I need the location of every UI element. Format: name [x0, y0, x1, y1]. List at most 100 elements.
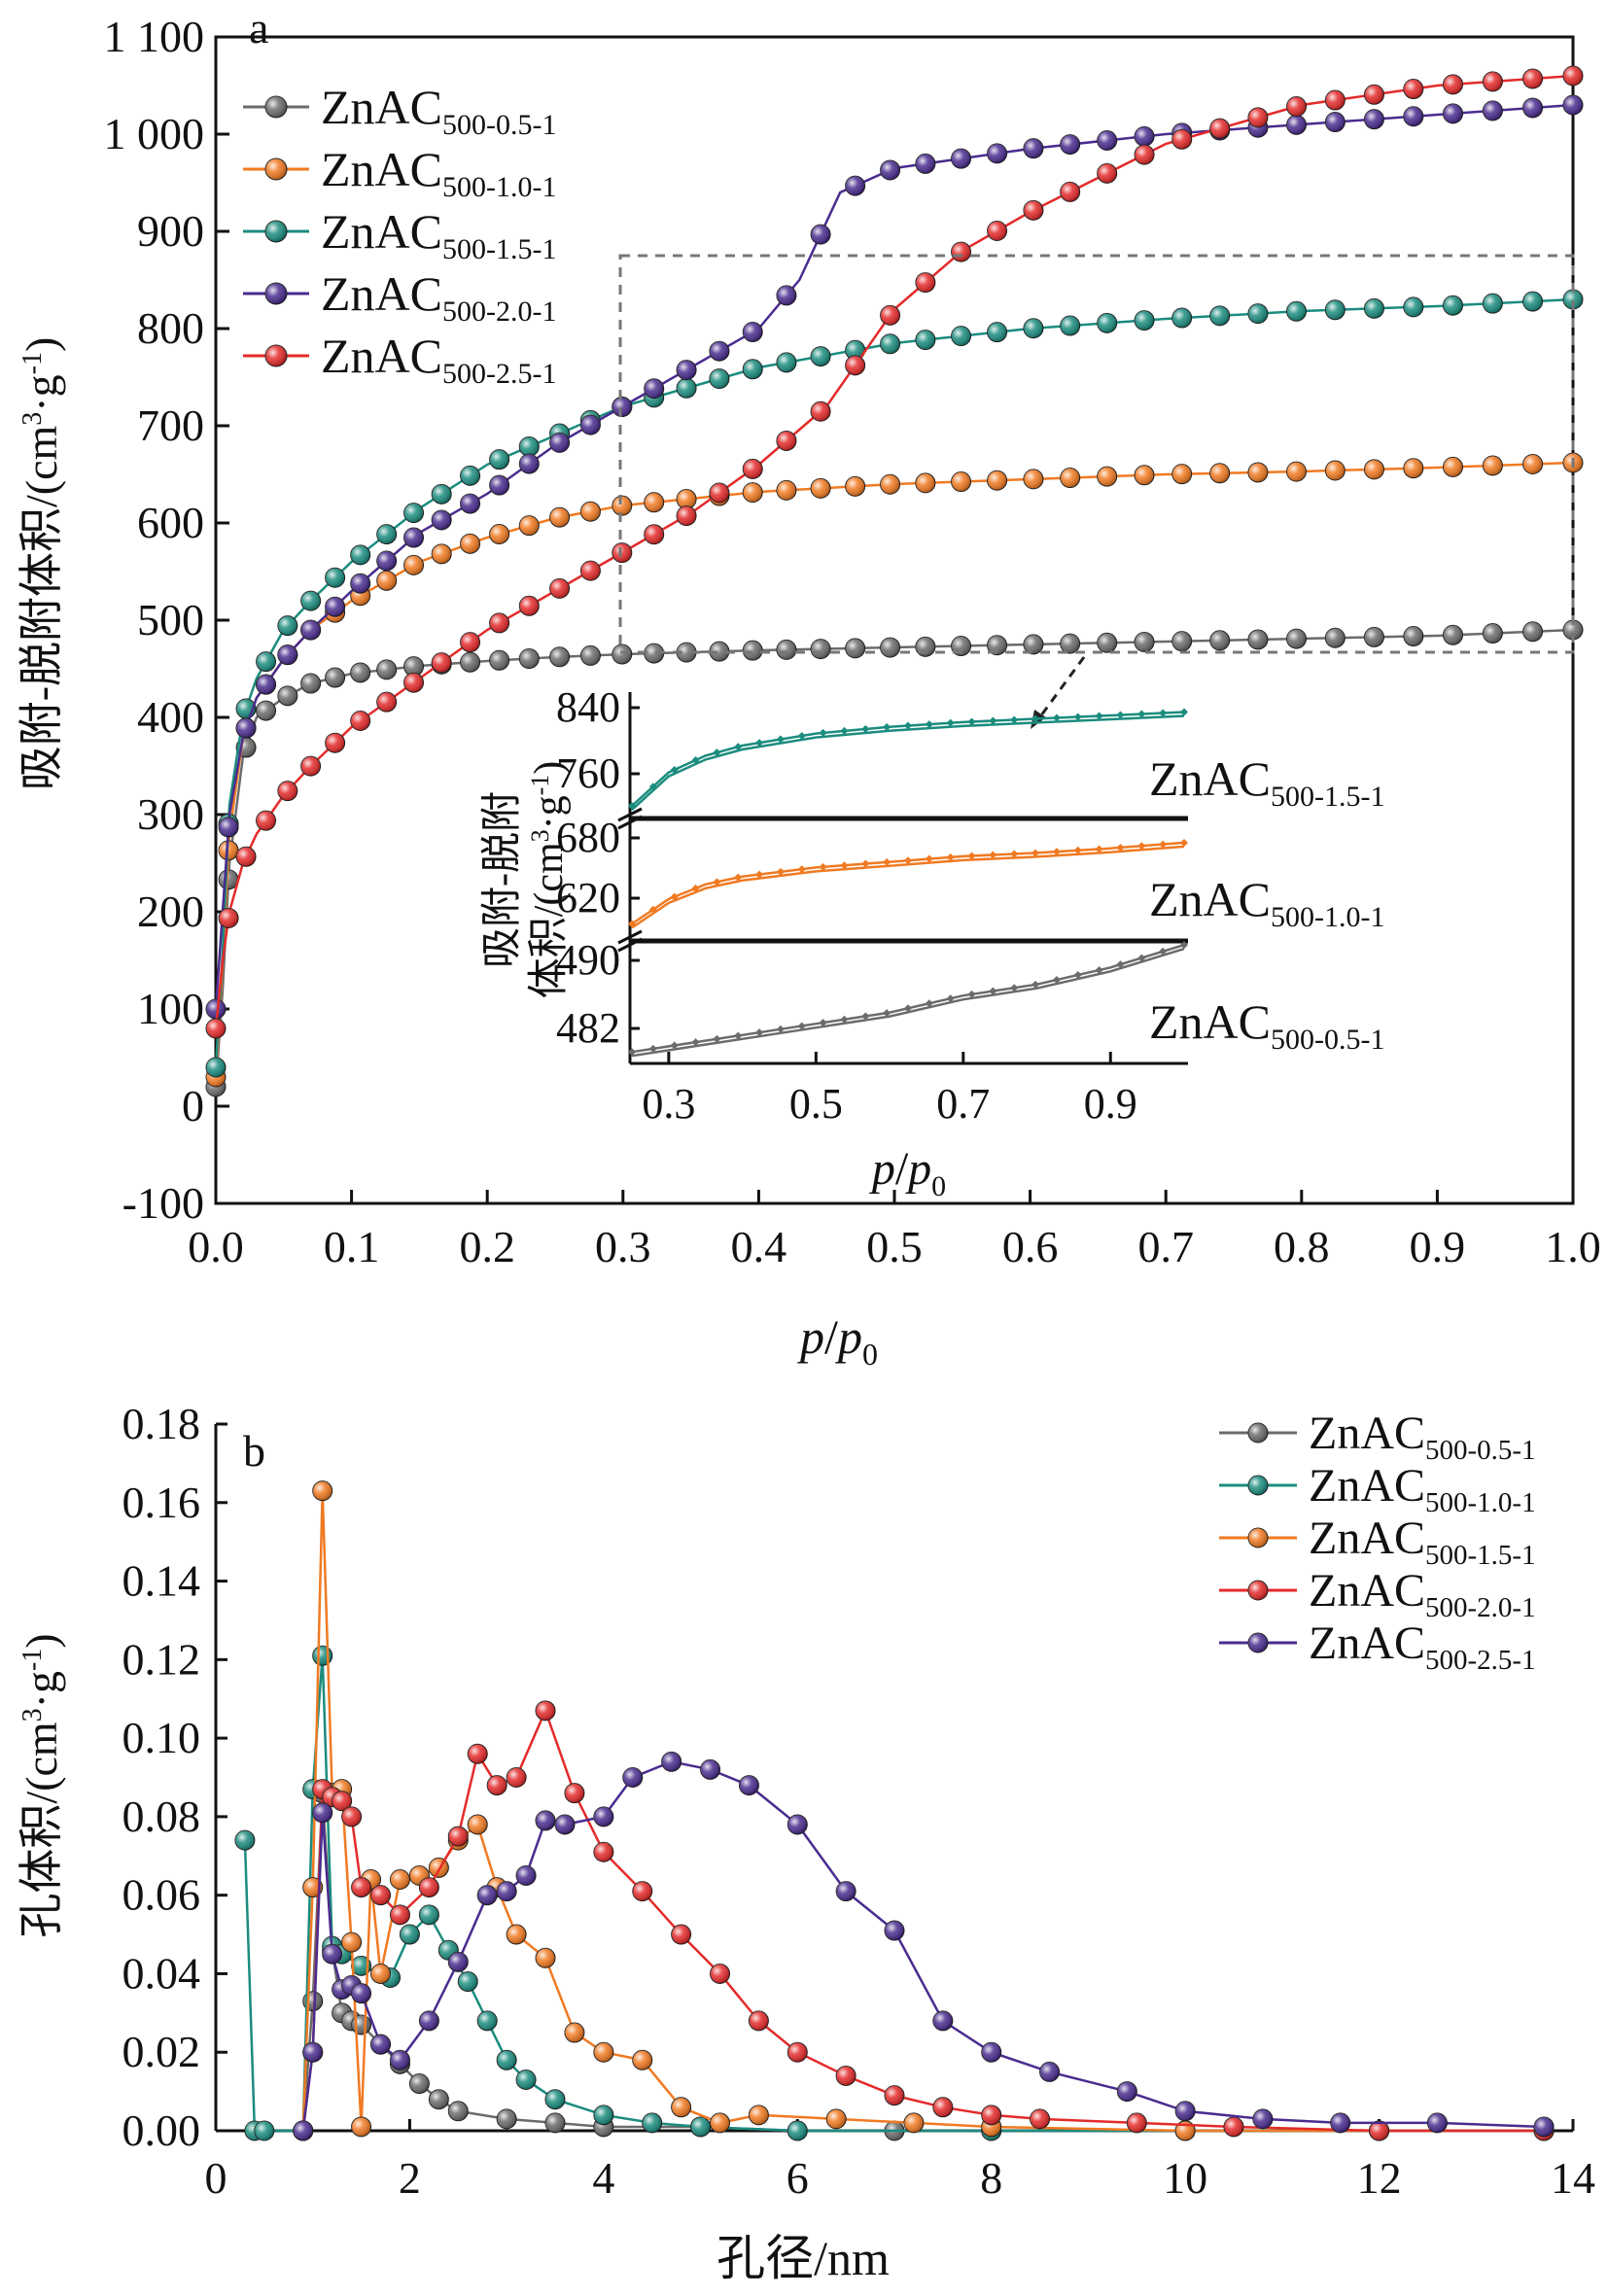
y-tick-label: 1 100 — [104, 12, 205, 61]
y-tick-label: 600 — [137, 498, 204, 547]
y-tick-label: -100 — [122, 1178, 204, 1228]
panel-a-label: a — [249, 3, 268, 52]
inset-point — [840, 1015, 849, 1024]
data-point — [486, 1775, 507, 1796]
x-tick-label: 2 — [399, 2153, 421, 2203]
inset-point — [989, 716, 997, 725]
panel-b-ylabel: 孔体积/(cm3·g-1) — [17, 1633, 66, 1937]
data-point — [742, 322, 763, 343]
legend-entry: ZnAC500-1.0-1 — [1219, 1460, 1536, 1518]
data-point — [776, 639, 797, 660]
data-point — [593, 2105, 614, 2126]
inset-point — [713, 748, 721, 757]
data-point — [428, 1857, 449, 1878]
data-point — [1209, 305, 1231, 327]
inset-point — [713, 878, 721, 887]
axis-break-mark — [617, 937, 643, 953]
x-tick-label: 12 — [1357, 2153, 1402, 2203]
data-point — [1134, 631, 1155, 652]
inset-point — [1137, 954, 1146, 962]
data-point — [642, 2112, 663, 2134]
data-point — [350, 573, 371, 594]
legend-entry: ZnAC500-2.5-1 — [1219, 1618, 1536, 1676]
data-point — [312, 1802, 333, 1824]
data-point — [518, 453, 540, 474]
y-tick-label: 700 — [137, 400, 204, 450]
inset-point — [819, 1019, 827, 1027]
data-point — [370, 1885, 392, 1906]
inset-point — [797, 1022, 806, 1030]
data-point — [1442, 295, 1463, 316]
data-point — [776, 430, 797, 451]
inset-point — [861, 724, 870, 733]
series-ZnAC500-2.0-1 — [293, 1700, 1555, 2141]
panel-a-xlabel: p/p0 — [797, 1309, 878, 1372]
inset-point — [967, 717, 976, 726]
inset-point — [1116, 960, 1125, 969]
inset-point — [989, 987, 997, 995]
x-tick-label: 4 — [592, 2153, 614, 2203]
data-point — [325, 567, 346, 588]
series-name-label: ZnAC500-2.0-1 — [321, 266, 556, 328]
data-point — [709, 368, 730, 390]
data-point — [518, 435, 540, 457]
y-tick-label: 0.04 — [122, 1948, 201, 1998]
data-point — [1562, 94, 1584, 116]
inset-point — [967, 852, 976, 860]
inset-point — [1031, 849, 1040, 857]
data-point — [431, 652, 452, 674]
data-point — [1023, 634, 1044, 655]
data-point — [300, 673, 322, 694]
inset-point — [776, 735, 785, 744]
data-point — [1247, 1422, 1269, 1444]
data-point — [1442, 103, 1463, 124]
series-name-label: ZnAC500-1.5-1 — [1149, 751, 1384, 813]
x-tick-label: 0.3 — [595, 1222, 651, 1271]
inset-point — [648, 905, 657, 914]
inset-point — [925, 999, 933, 1008]
inset-point — [648, 783, 657, 791]
y-tick-label: 900 — [137, 206, 204, 256]
x-tick-label: 0.5 — [866, 1222, 923, 1271]
data-point — [312, 1480, 333, 1502]
x-tick-label: 0 — [205, 2153, 227, 2203]
series-name-label: ZnAC500-2.5-1 — [321, 329, 556, 390]
data-point — [676, 488, 697, 509]
data-point — [341, 1806, 363, 1827]
series-name-label: ZnAC500-0.5-1 — [321, 80, 556, 141]
series-ZnAC500-2.0-1 — [205, 94, 1584, 1020]
inset-xlabel: p/p0 — [869, 1143, 946, 1202]
data-point — [235, 717, 257, 739]
legend-entry: ZnAC500-1.5-1 — [1219, 1513, 1536, 1571]
series-name-label: ZnAC500-2.5-1 — [1309, 1618, 1536, 1676]
data-point — [810, 477, 831, 499]
data-point — [234, 1829, 256, 1851]
data-point — [1369, 2120, 1390, 2141]
data-point — [951, 471, 972, 493]
inset-point — [1052, 713, 1061, 722]
inset-point — [861, 1012, 870, 1021]
data-point — [277, 644, 298, 666]
data-point — [810, 224, 831, 245]
data-point — [593, 2041, 614, 2063]
data-point — [1403, 296, 1424, 318]
data-point — [903, 2112, 925, 2134]
data-point — [549, 577, 571, 599]
x-tick-label: 6 — [787, 2153, 809, 2203]
data-point — [460, 632, 481, 653]
inset-y-tick-label: 620 — [556, 874, 620, 922]
x-tick-label: 0.8 — [1274, 1222, 1330, 1271]
data-point — [1522, 291, 1544, 312]
data-point — [1426, 2112, 1448, 2134]
inset-series — [628, 941, 1188, 1058]
y-tick-label: 0.14 — [122, 1556, 201, 1606]
data-point — [218, 907, 239, 928]
data-point — [408, 2073, 430, 2095]
data-point — [1247, 629, 1269, 650]
data-point — [742, 482, 763, 504]
legend-entry: ZnAC500-0.5-1 — [1219, 1408, 1536, 1466]
data-point — [418, 1877, 439, 1898]
series-name-label: ZnAC500-2.0-1 — [1309, 1565, 1536, 1623]
data-point — [1247, 1475, 1269, 1496]
y-tick-label: 0.16 — [122, 1478, 201, 1527]
